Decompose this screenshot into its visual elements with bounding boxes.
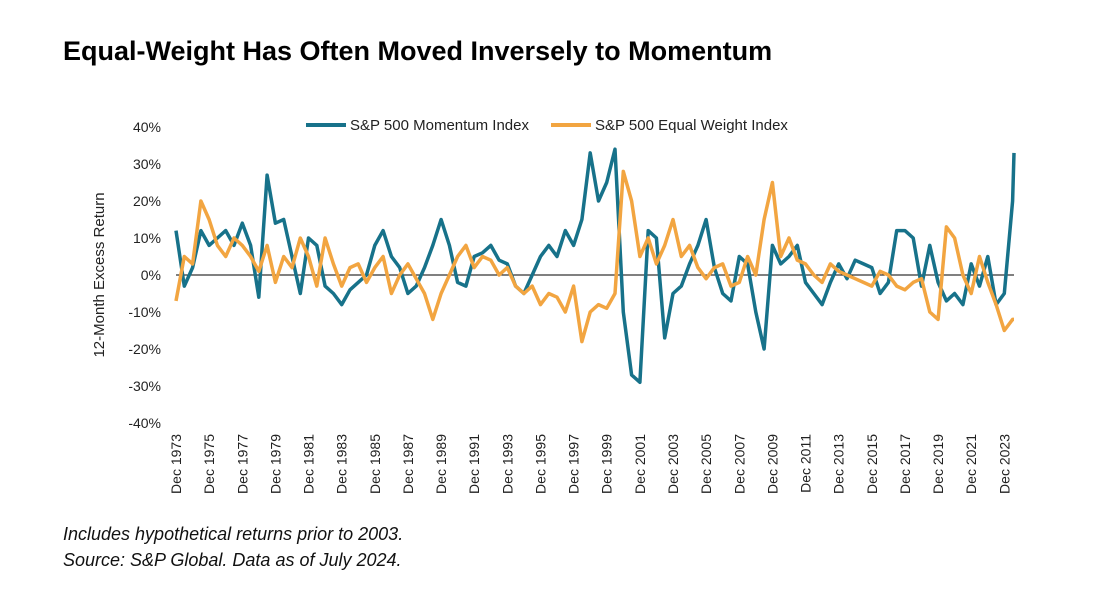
x-tick-label: Dec 2021	[963, 434, 979, 494]
series-line	[174, 169, 1015, 344]
y-tick-label: -40%	[128, 415, 161, 431]
legend-label: S&P 500 Equal Weight Index	[595, 117, 788, 134]
x-tick-label: Dec 2003	[665, 434, 681, 494]
x-tick-label: Dec 1983	[334, 434, 350, 494]
chart: Equal-Weight Has Often Moved Inversely t…	[63, 36, 1016, 494]
y-tick-label: 10%	[133, 230, 161, 246]
chart-title: Equal-Weight Has Often Moved Inversely t…	[63, 36, 772, 66]
x-tick-label: Dec 1995	[532, 434, 548, 494]
x-tick-label: Dec 1979	[267, 434, 283, 494]
x-tick-label: Dec 2017	[897, 434, 913, 494]
x-tick-label: Dec 2007	[731, 434, 747, 494]
x-tick-label: Dec 1987	[400, 434, 416, 494]
y-tick-label: 40%	[133, 119, 161, 135]
x-tick-label: Dec 1991	[466, 434, 482, 494]
x-tick-label: Dec 2001	[632, 434, 648, 494]
x-tick-label: Dec 1973	[168, 434, 184, 494]
x-tick-label: Dec 1975	[201, 434, 217, 494]
x-tick-label: Dec 1999	[599, 434, 615, 494]
x-tick-label: Dec 2023	[996, 434, 1012, 494]
x-tick-label: Dec 1977	[234, 434, 250, 494]
footnote: Source: S&P Global. Data as of July 2024…	[63, 550, 402, 570]
x-tick-label: Dec 2019	[930, 434, 946, 494]
y-axis-label: 12-Month Excess Return	[91, 192, 108, 357]
legend-label: S&P 500 Momentum Index	[350, 117, 529, 134]
y-tick-label: 30%	[133, 156, 161, 172]
x-tick-label: Dec 1993	[499, 434, 515, 494]
x-tick-label: Dec 2011	[798, 434, 814, 493]
footnote: Includes hypothetical returns prior to 2…	[63, 524, 404, 544]
y-tick-label: -10%	[128, 304, 161, 320]
x-tick-label: Dec 1981	[301, 434, 317, 494]
x-tick-label: Dec 2005	[698, 434, 714, 494]
x-tick-label: Dec 2009	[764, 434, 780, 494]
y-tick-label: 20%	[133, 193, 161, 209]
series-line	[174, 147, 1016, 385]
x-tick-label: Dec 1989	[433, 434, 449, 494]
x-tick-label: Dec 1985	[367, 434, 383, 494]
y-tick-label: 0%	[141, 267, 161, 283]
y-tick-label: -30%	[128, 378, 161, 394]
x-tick-label: Dec 2013	[831, 434, 847, 494]
x-tick-label: Dec 2015	[864, 434, 880, 494]
x-tick-label: Dec 1997	[566, 434, 582, 494]
y-tick-label: -20%	[128, 341, 161, 357]
